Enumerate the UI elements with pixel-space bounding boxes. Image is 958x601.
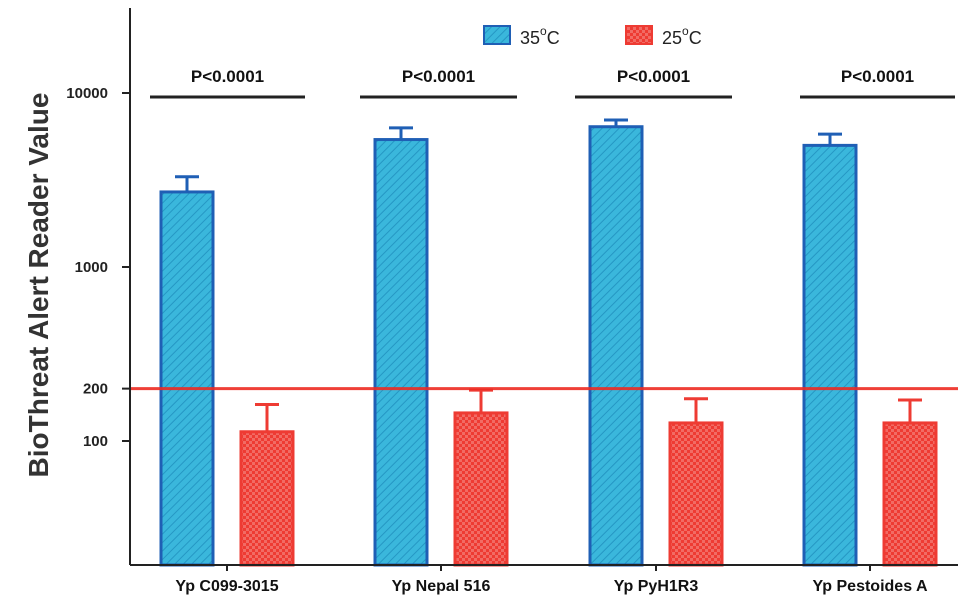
legend-label-25c: 25oC xyxy=(662,24,702,48)
significance-layer: P<0.0001 P<0.0001 P<0.0001 P<0.0001 xyxy=(150,67,955,99)
bar-25c-1 xyxy=(239,430,295,567)
bar-25c-3 xyxy=(668,421,724,567)
bar-25c-2 xyxy=(453,411,509,567)
legend-swatch-25c xyxy=(625,25,653,45)
significance-label-2: P<0.0001 xyxy=(402,67,475,86)
significance-label-4: P<0.0001 xyxy=(841,67,914,86)
bar-35c-2 xyxy=(373,138,429,567)
significance-label-3: P<0.0001 xyxy=(617,67,690,86)
bar-35c-3 xyxy=(588,125,644,567)
x-tick-label-1: Yp C099-3015 xyxy=(175,578,278,595)
x-tick-label-3: Yp PyH1R3 xyxy=(614,578,699,595)
bar-25c-4 xyxy=(882,421,938,567)
legend-swatch-35c xyxy=(483,25,511,45)
y-tick-label-1000: 1000 xyxy=(75,259,108,276)
legend: 35oC 25oC xyxy=(483,24,702,48)
y-axis-label: BioThreat Alert Reader Value xyxy=(23,93,54,478)
significance-label-1: P<0.0001 xyxy=(191,67,264,86)
legend-label-35c: 35oC xyxy=(520,24,560,48)
y-tick-label-10000: 10000 xyxy=(66,85,108,102)
x-tick-label-2: Yp Nepal 516 xyxy=(392,578,491,595)
bars-layer xyxy=(159,118,938,567)
x-tick-label-4: Yp Pestoides A xyxy=(813,578,928,595)
bar-35c-1 xyxy=(159,190,215,567)
bar-35c-4 xyxy=(802,143,858,567)
y-tick-label-100: 100 xyxy=(83,433,108,450)
x-axis-ticks: Yp C099-3015 Yp Nepal 516 Yp PyH1R3 Yp Pest… xyxy=(175,565,928,595)
y-tick-label-200: 200 xyxy=(83,381,108,398)
y-axis-ticks: 100 200 1000 10000 xyxy=(66,85,130,450)
